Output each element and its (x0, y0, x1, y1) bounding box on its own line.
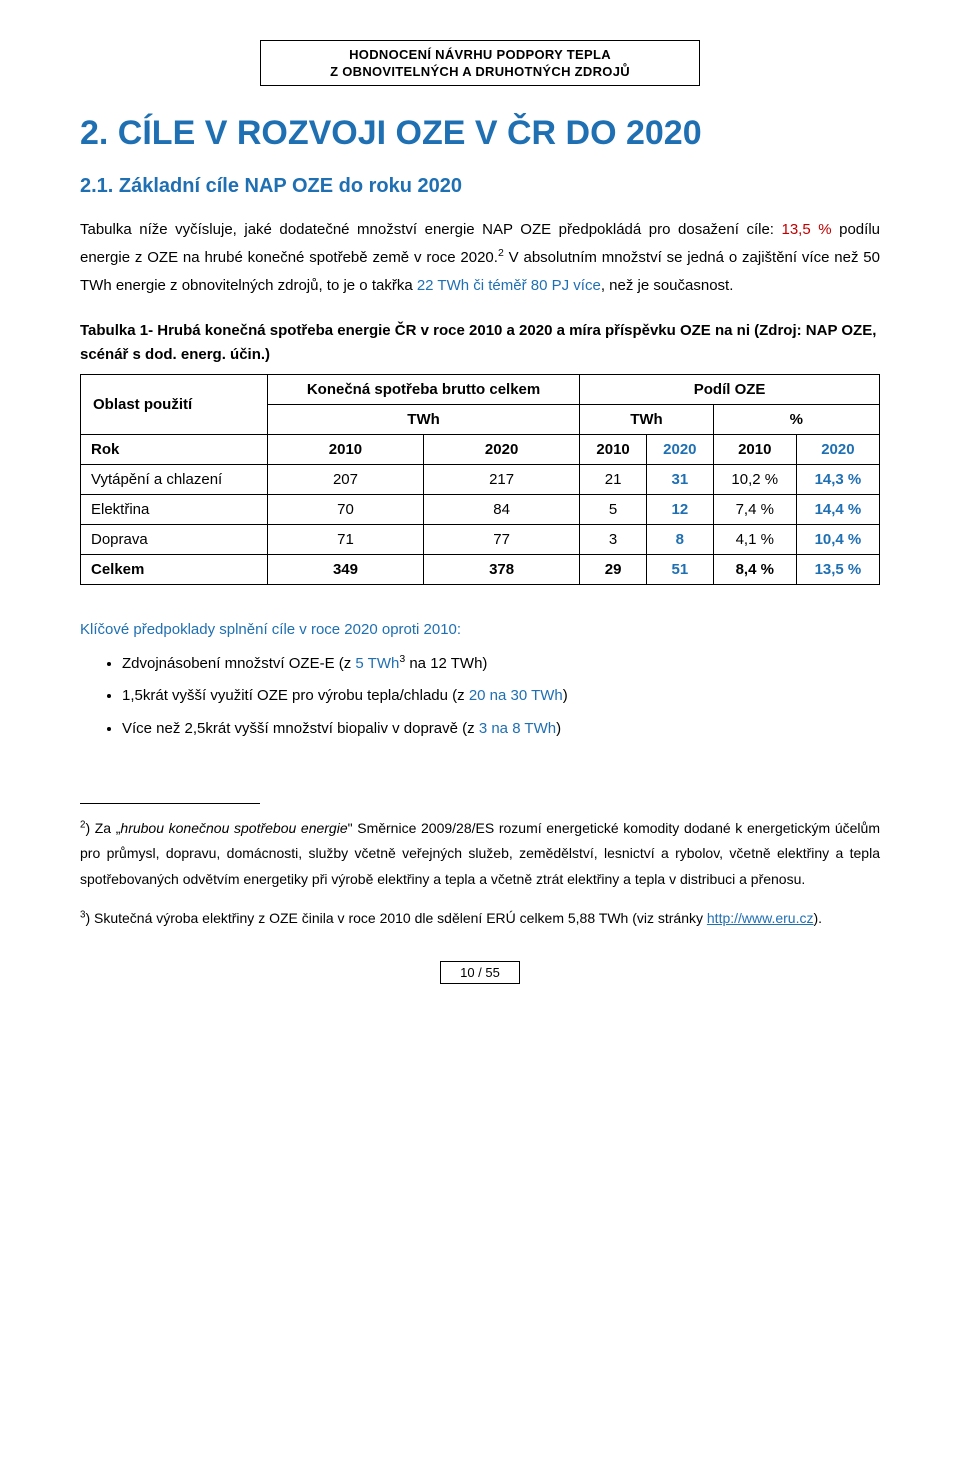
year-cell: 2020 (646, 434, 713, 464)
para1-highlight-red: 13,5 % (782, 221, 832, 238)
year-cell: 2020 (424, 434, 580, 464)
unit-percent: % (713, 404, 879, 434)
unit-twh-2: TWh (580, 404, 714, 434)
table-caption: Tabulka 1- Hrubá konečná spotřeba energi… (80, 319, 880, 366)
data-cell: 84 (424, 494, 580, 524)
bullet-text: Více než 2,5krát vyšší množství biopaliv… (122, 720, 479, 737)
para1-highlight-blue: 22 TWh či téměř 80 PJ více (417, 277, 601, 294)
footnote-3: 3) Skutečná výroba elektřiny z OZE činil… (80, 906, 880, 931)
data-cell: 217 (424, 464, 580, 494)
list-item: 1,5krát vyšší využití OZE pro výrobu tep… (122, 682, 880, 711)
total-row-label: Celkem (81, 554, 268, 584)
year-cell: 2020 (796, 434, 879, 464)
row-label: Vytápění a chlazení (81, 464, 268, 494)
footnote-link[interactable]: http://www.eru.cz (707, 910, 814, 926)
footnote-text: ). (813, 910, 822, 926)
section-title: 2. CÍLE V ROZVOJI OZE V ČR DO 2020 (80, 114, 880, 153)
data-cell: 14,4 % (796, 494, 879, 524)
paragraph-1: Tabulka níže vyčísluje, jaké dodatečné m… (80, 216, 880, 299)
assumptions-heading: Klíčové předpoklady splnění cíle v roce … (80, 621, 880, 638)
data-cell: 8 (646, 524, 713, 554)
list-item: Zdvojnásobení množství OZE-E (z 5 TWh3 n… (122, 650, 880, 679)
col-header-spotreba: Konečná spotřeba brutto celkem (267, 374, 579, 404)
bullet-text: Zdvojnásobení množství OZE-E (z (122, 655, 355, 672)
list-item: Více než 2,5krát vyšší množství biopaliv… (122, 715, 880, 744)
year-cell: 2010 (267, 434, 423, 464)
total-cell: 51 (646, 554, 713, 584)
year-row-label: Rok (81, 434, 268, 464)
data-cell: 21 (580, 464, 647, 494)
footnote-2: 2) Za „hrubou konečnou spotřebou energie… (80, 816, 880, 892)
footnote-italic: hrubou konečnou spotřebou energie (120, 820, 347, 836)
assumptions-list: Zdvojnásobení množství OZE-E (z 5 TWh 3 n… (80, 650, 880, 744)
document-header-box: HODNOCENÍ NÁVRHU PODPORY TEPLA Z OBNOVIT… (260, 40, 700, 86)
total-cell: 349 (267, 554, 423, 584)
para1-text-a: Tabulka níže vyčísluje, jaké dodatečné m… (80, 221, 782, 238)
col-header-oblast: Oblast použití (81, 374, 268, 434)
header-line-1: HODNOCENÍ NÁVRHU PODPORY TEPLA (279, 47, 681, 62)
year-cell: 2010 (713, 434, 796, 464)
data-cell: 10,4 % (796, 524, 879, 554)
data-cell: 14,3 % (796, 464, 879, 494)
row-label: Doprava (81, 524, 268, 554)
bullet-text: ) (556, 720, 561, 737)
subsection-title: 2.1. Základní cíle NAP OZE do roku 2020 (80, 175, 880, 198)
bullet-highlight: 20 na 30 TWh (469, 687, 563, 704)
total-cell: 13,5 % (796, 554, 879, 584)
total-cell: 29 (580, 554, 647, 584)
energy-table: Oblast použití Konečná spotřeba brutto c… (80, 374, 880, 585)
data-cell: 207 (267, 464, 423, 494)
bullet-highlight: 5 TWh (355, 655, 399, 672)
total-cell: 378 (424, 554, 580, 584)
data-cell: 70 (267, 494, 423, 524)
data-cell: 31 (646, 464, 713, 494)
page-number: 10 / 55 (440, 961, 520, 984)
data-cell: 12 (646, 494, 713, 524)
col-header-podil: Podíl OZE (580, 374, 880, 404)
bullet-text: ) (563, 687, 568, 704)
data-cell: 77 (424, 524, 580, 554)
para1-text-d: , než je současnost. (601, 277, 734, 294)
bullet-text: na 12 TWh) (405, 655, 487, 672)
data-cell: 5 (580, 494, 647, 524)
data-cell: 3 (580, 524, 647, 554)
data-cell: 7,4 % (713, 494, 796, 524)
footnote-separator (80, 803, 260, 804)
row-label: Elektřina (81, 494, 268, 524)
footnote-text: ) Za „ (85, 820, 120, 836)
footnote-text: ) Skutečná výroba elektřiny z OZE činila… (85, 910, 706, 926)
total-cell: 8,4 % (713, 554, 796, 584)
data-cell: 71 (267, 524, 423, 554)
header-line-2: Z OBNOVITELNÝCH A DRUHOTNÝCH ZDROJŮ (279, 64, 681, 79)
data-cell: 4,1 % (713, 524, 796, 554)
data-cell: 10,2 % (713, 464, 796, 494)
unit-twh-1: TWh (267, 404, 579, 434)
bullet-highlight: 3 na 8 TWh (479, 720, 556, 737)
bullet-text: 1,5krát vyšší využití OZE pro výrobu tep… (122, 687, 469, 704)
year-cell: 2010 (580, 434, 647, 464)
